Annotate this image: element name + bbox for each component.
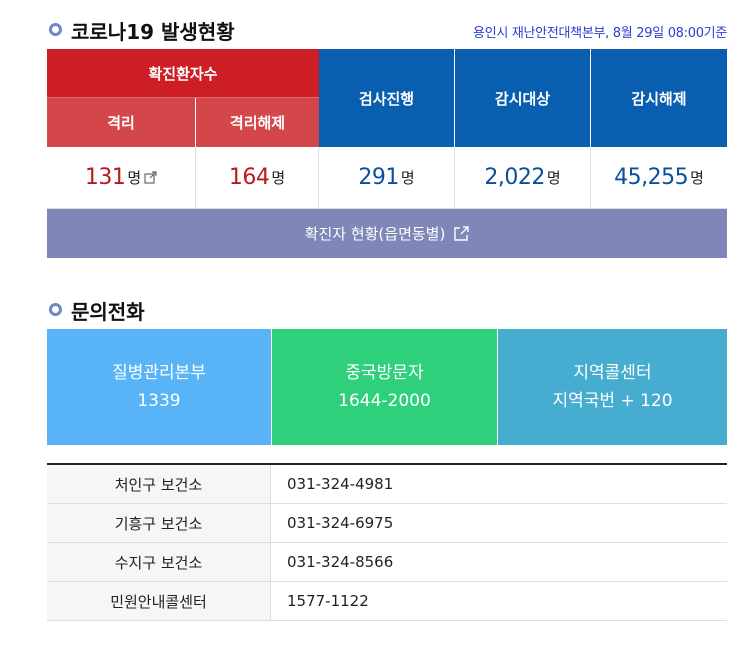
status-source-note: 용인시 재난안전대책본부, 8월 29일 08:00기준: [473, 26, 727, 41]
isolation-value-cell[interactable]: 131 명: [47, 147, 196, 209]
hotline-china-visitors[interactable]: 중국방문자 1644-2000: [272, 329, 498, 445]
hotline-number: 지역국번 + 120: [552, 391, 673, 411]
status-section-header: 코로나19 발생현황 용인시 재난안전대책본부, 8월 29일 08:00기준: [47, 14, 727, 44]
health-center-name: 기흥구 보건소: [47, 504, 271, 542]
monitoring-released-value: 45,255: [614, 165, 689, 190]
table-row: 민원안내콜센터 1577-1122: [47, 582, 727, 621]
monitoring-value: 2,022: [484, 165, 545, 190]
monitoring-released-header: 감시해제: [591, 49, 727, 147]
monitoring-header: 감시대상: [455, 49, 591, 147]
hotline-number: 1644-2000: [338, 391, 431, 411]
confirmed-by-district-label: 확진자 현황(읍면동별): [304, 225, 446, 243]
confirmed-by-district-button[interactable]: 확진자 현황(읍면동별): [47, 209, 727, 258]
testing-value: 291: [358, 165, 399, 190]
health-center-phone[interactable]: 031-324-8566: [287, 553, 394, 571]
confirmed-header: 확진환자수: [47, 49, 319, 98]
hotline-number: 1339: [137, 391, 181, 411]
released-value-cell: 164 명: [196, 147, 319, 209]
health-center-table: 처인구 보건소 031-324-4981 기흥구 보건소 031-324-697…: [47, 463, 727, 621]
contact-section-header: 문의전화: [47, 294, 727, 324]
hotline-name: 질병관리본부: [112, 363, 206, 383]
testing-unit: 명: [400, 169, 415, 187]
health-center-phone[interactable]: 031-324-6975: [287, 514, 394, 532]
isolation-value: 131: [84, 165, 126, 190]
table-row: 처인구 보건소 031-324-4981: [47, 465, 727, 504]
hotline-tiles: 질병관리본부 1339 중국방문자 1644-2000 지역콜센터 지역국번 +…: [47, 329, 727, 445]
contact-section-title: 문의전화: [71, 300, 145, 324]
monitoring-released-unit: 명: [690, 169, 704, 187]
health-center-name: 민원안내콜센터: [47, 582, 271, 620]
monitoring-value-cell: 2,022 명: [455, 147, 591, 209]
released-value: 164: [228, 165, 270, 190]
testing-value-cell: 291 명: [319, 147, 455, 209]
table-row: 수지구 보건소 031-324-8566: [47, 543, 727, 582]
monitoring-released-value-cell: 45,255 명: [591, 147, 727, 209]
external-link-icon: [454, 225, 470, 241]
health-center-phone[interactable]: 1577-1122: [287, 592, 369, 610]
hotline-local-callcenter[interactable]: 지역콜센터 지역국번 + 120: [498, 329, 727, 445]
health-center-phone[interactable]: 031-324-4981: [287, 475, 394, 493]
hotline-name: 중국방문자: [345, 363, 424, 383]
external-link-icon[interactable]: [144, 165, 157, 190]
isolation-unit: 명: [127, 169, 142, 187]
bullet-circle-icon: [49, 23, 62, 36]
hotline-name: 지역콜센터: [573, 363, 652, 383]
monitoring-unit: 명: [546, 169, 561, 187]
released-unit: 명: [271, 169, 286, 187]
bullet-circle-icon: [49, 303, 62, 316]
status-section-title: 코로나19 발생현황: [71, 20, 235, 44]
hotline-kcdc[interactable]: 질병관리본부 1339: [47, 329, 272, 445]
health-center-name: 수지구 보건소: [47, 543, 271, 581]
released-header: 격리해제: [196, 98, 319, 147]
table-row: 기흥구 보건소 031-324-6975: [47, 504, 727, 543]
isolation-header: 격리: [47, 98, 196, 147]
testing-header: 검사진행: [319, 49, 455, 147]
status-table: 확진환자수 격리 격리해제 검사진행 감시대상 감시해제 131 명 164 명 2…: [47, 49, 727, 258]
health-center-name: 처인구 보건소: [47, 465, 271, 503]
